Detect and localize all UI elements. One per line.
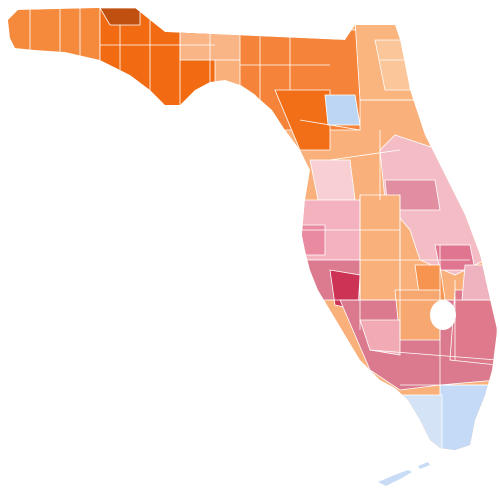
lake xyxy=(430,300,456,330)
county-region xyxy=(399,394,443,450)
keys xyxy=(378,462,430,486)
county-region xyxy=(8,8,101,81)
county-region xyxy=(439,384,497,450)
county-region xyxy=(309,159,356,201)
county-region xyxy=(99,8,141,26)
county-region xyxy=(359,319,401,356)
border xyxy=(299,119,361,131)
county-region xyxy=(461,264,497,301)
county-region xyxy=(299,224,326,256)
county-borders xyxy=(29,8,497,395)
island xyxy=(378,470,412,486)
border xyxy=(369,349,497,361)
border xyxy=(329,149,401,161)
county-region xyxy=(374,39,411,91)
county-region xyxy=(324,94,361,126)
island xyxy=(418,462,430,469)
county-region xyxy=(449,289,497,366)
county-region xyxy=(274,89,331,151)
